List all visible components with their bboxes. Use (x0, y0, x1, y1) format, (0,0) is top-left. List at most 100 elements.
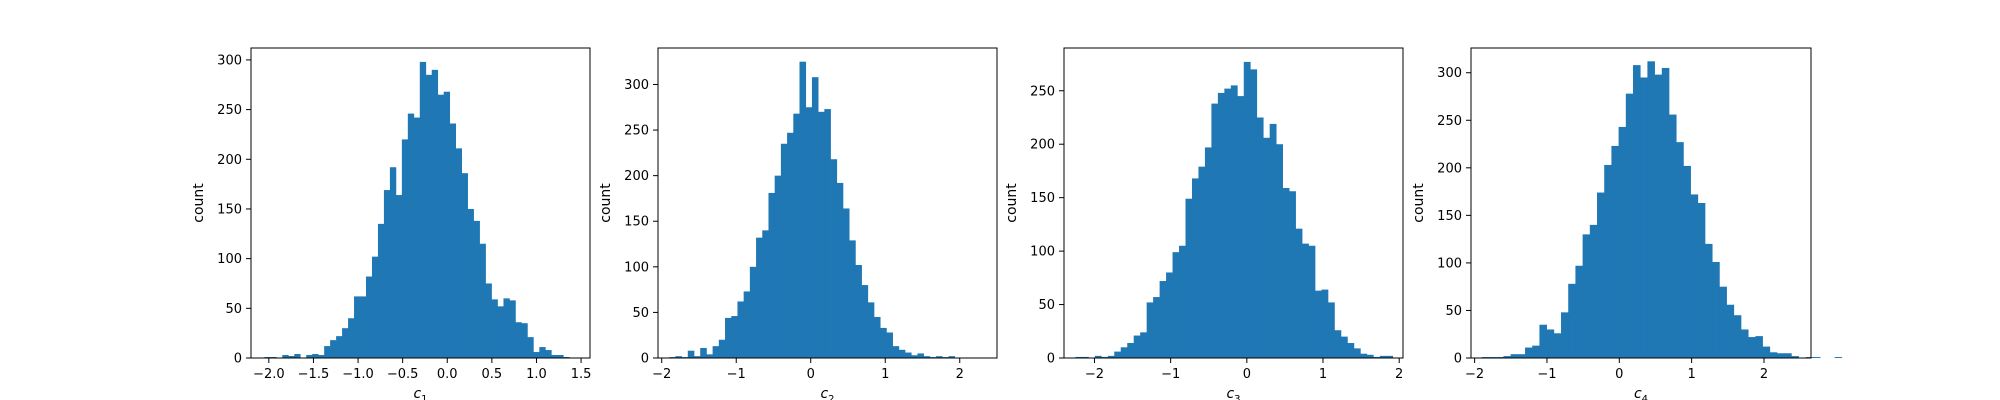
x-tick-label: 0 (807, 367, 815, 382)
histogram-bar (1611, 145, 1619, 358)
histogram-bar (1525, 347, 1533, 358)
x-tick-label: 0.5 (482, 367, 503, 382)
histogram-bar (1263, 137, 1271, 358)
histogram-bar (1575, 265, 1583, 358)
histogram-bar (1733, 315, 1742, 358)
histogram-bar (1120, 347, 1128, 358)
histogram-bar (389, 167, 397, 358)
histogram-bar (1224, 88, 1232, 359)
bars-1 (264, 61, 570, 359)
histogram-bar (401, 139, 409, 358)
histogram-bar (805, 107, 813, 358)
histogram-bar (1295, 228, 1303, 358)
histogram-bar (1250, 69, 1258, 358)
histogram-bar (1755, 336, 1763, 358)
histogram-bar (836, 182, 844, 358)
histogram-bar (1269, 123, 1277, 359)
y-tick-label: 250 (1030, 84, 1055, 99)
histogram-bar (545, 350, 552, 358)
x-tick-label: 2 (956, 367, 964, 382)
histogram-bar (1503, 356, 1511, 358)
y-tick-label: 0 (1454, 352, 1462, 367)
histogram-bar (1347, 343, 1355, 358)
histogram-bar (1146, 302, 1154, 358)
axes-frame-2 (657, 47, 998, 359)
x-tick-label: −2 (1465, 367, 1484, 382)
histogram-bar (1546, 329, 1555, 358)
histogram-bar (1704, 243, 1713, 358)
histogram-bar (830, 159, 838, 358)
histogram-bar (1561, 312, 1569, 358)
histogram-bar (756, 237, 763, 358)
histogram-bar (330, 340, 337, 358)
histogram-bar (467, 208, 474, 358)
histogram-panel-1: −2.0 −1.5 −1.0 −0.5 0.0 0.5 1.0 1.5 0 50 100 150 200… (191, 47, 591, 400)
histogram-bar (1776, 353, 1785, 358)
x-tick-label: 1.0 (526, 367, 547, 382)
y-tick-label: 150 (217, 202, 242, 217)
y-tick-label: 250 (1437, 114, 1462, 129)
histogram-bar (551, 355, 558, 358)
histogram-bar (1373, 356, 1381, 358)
y-tick-label: 100 (624, 260, 649, 275)
histogram-bar (431, 69, 439, 359)
histogram-bar (485, 283, 492, 358)
bars-4 (1481, 61, 1843, 359)
histogram-bar (687, 350, 695, 358)
histogram-bar (1114, 351, 1122, 358)
y-tick-label: 0 (234, 352, 242, 367)
histogram-bar (1690, 194, 1699, 358)
histogram-bar (1568, 283, 1576, 358)
y-axis-label: count (598, 183, 614, 223)
histogram-bar (1360, 353, 1368, 358)
histogram-bar (1553, 333, 1562, 358)
histogram-bar (1308, 245, 1316, 358)
histogram-bar (1217, 92, 1225, 359)
histogram-bar (318, 355, 325, 358)
y-tick-label: 100 (1030, 245, 1055, 260)
histogram-bar (948, 356, 956, 358)
histogram-bar (936, 356, 943, 358)
histogram-bar (336, 336, 343, 358)
histogram-bar (1302, 243, 1309, 358)
y-tick-label: 0 (1047, 352, 1055, 367)
bars-3 (1075, 61, 1394, 359)
histogram-bar (1166, 272, 1173, 358)
histogram-bar (342, 328, 349, 358)
y-axis-label: count (1411, 183, 1427, 223)
histogram-bar (449, 123, 456, 358)
histogram-bar (479, 243, 486, 358)
histogram-panel-3: −2 −1 0 1 2 0 50 100 150 200 250 c3 count (1004, 47, 1404, 400)
histogram-bar (348, 318, 355, 358)
x-tick-label: −1.5 (298, 367, 330, 382)
histogram-bar (1633, 65, 1641, 359)
x-tick-label: −2.0 (253, 367, 285, 382)
histogram-bar (731, 316, 738, 358)
histogram-bar (1834, 357, 1843, 358)
histogram-bar (360, 296, 367, 358)
x-axis-label: c3 (1226, 386, 1240, 400)
x-tick-label: 0.0 (437, 367, 458, 382)
histogram-bar (1812, 357, 1821, 358)
histogram-bar (539, 347, 546, 358)
histogram-bar (1340, 336, 1348, 358)
y-tick-label: 250 (624, 124, 649, 139)
histogram-bar (1237, 96, 1245, 358)
histogram-bar (503, 298, 510, 358)
histogram-bar (557, 355, 564, 358)
histogram-bar (1282, 188, 1290, 358)
histogram-bar (867, 302, 875, 358)
histogram-bar (911, 355, 918, 358)
histogram-bar (324, 346, 331, 358)
histogram-bar (886, 332, 893, 358)
y-tick-label: 200 (624, 169, 649, 184)
histogram-bar (917, 353, 924, 358)
histogram-bar (849, 240, 856, 358)
histogram-bar (509, 300, 516, 358)
histogram-bar (1669, 114, 1677, 358)
histogram-bar (533, 352, 540, 358)
histogram-bar (437, 94, 445, 358)
histogram-bar (737, 301, 745, 358)
histogram-bar (491, 299, 498, 358)
histogram-bar (1784, 353, 1792, 358)
